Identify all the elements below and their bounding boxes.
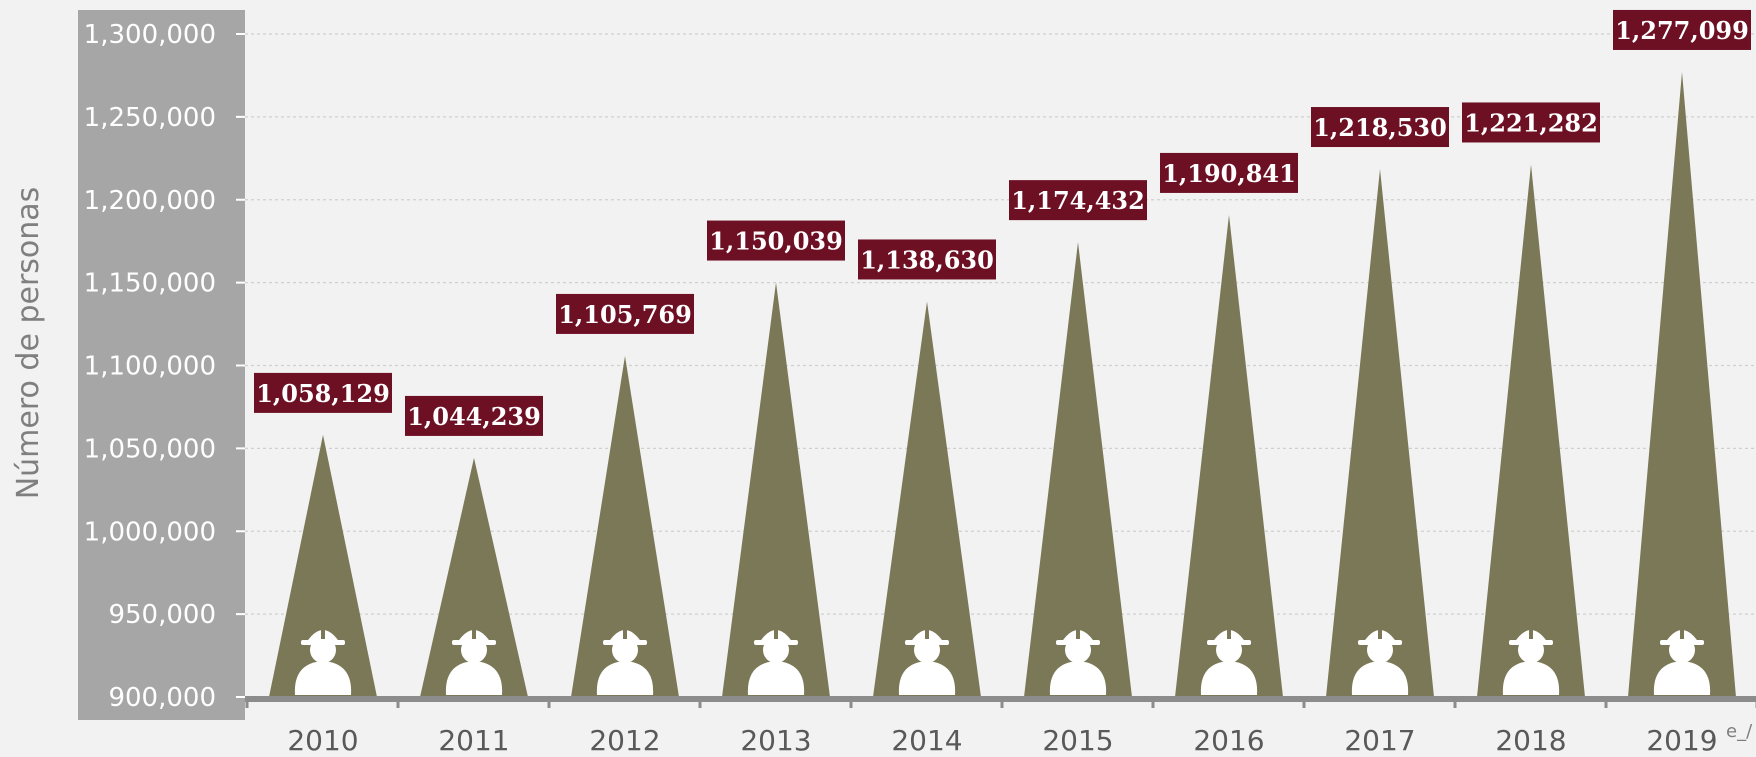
worker-helmet-icon: [747, 621, 805, 695]
data-label-box: [405, 395, 543, 436]
data-label-text: 1,218,530: [1313, 113, 1447, 142]
data-label: 1,105,769: [556, 293, 694, 334]
x-tick-label: 2014: [891, 724, 962, 757]
data-label: 1,190,841: [1160, 152, 1298, 193]
worker-helmet-icon: [1502, 621, 1560, 695]
y-tick-label: 1,200,000: [84, 186, 216, 216]
data-label: 1,058,129: [254, 372, 392, 413]
y-tick-label: 1,050,000: [84, 434, 216, 464]
worker-helmet-icon: [1049, 621, 1107, 695]
bar: [1024, 242, 1132, 697]
worker-helmet-icon: [596, 621, 654, 695]
data-label-box: [858, 239, 996, 280]
y-tick-label: 1,000,000: [84, 517, 216, 547]
worker-helmet-icon: [1653, 621, 1711, 695]
data-label-text: 1,150,039: [709, 227, 843, 256]
y-tick-label: 1,100,000: [84, 352, 216, 382]
bar: [1175, 214, 1283, 698]
data-label-text: 1,105,769: [558, 300, 692, 329]
x-tick-label: 2010: [287, 724, 358, 757]
data-label-box: [707, 220, 845, 261]
x-axis-labels: 2010 2011 2012 2013 2014 2015 2016 2017 2018 2019: [287, 724, 1717, 757]
worker-helmet-icon: [1351, 621, 1409, 695]
data-label-box: [1462, 102, 1600, 143]
data-label-box: [1160, 152, 1298, 193]
bar: [269, 434, 377, 697]
y-tick-label: 1,250,000: [84, 103, 216, 133]
data-label: 1,138,630: [858, 239, 996, 280]
data-label-box: [1613, 9, 1751, 50]
bar: [1477, 164, 1585, 697]
data-label-box: [556, 293, 694, 334]
bars: [269, 71, 1736, 698]
x-tick-label: 2016: [1193, 724, 1264, 757]
x-tick-label: 2019: [1646, 724, 1717, 757]
x-tick-label: 2011: [438, 724, 509, 757]
data-label-text: 1,190,841: [1162, 159, 1296, 188]
bar: [1326, 169, 1434, 698]
data-label: 1,277,099: [1613, 9, 1751, 50]
y-tick-label: 1,300,000: [84, 20, 216, 50]
data-label-box: [1009, 180, 1147, 221]
worker-helmet-icon: [898, 621, 956, 695]
y-axis-band: [78, 10, 245, 720]
data-label: 1,150,039: [707, 220, 845, 261]
x-tick-label: 2017: [1344, 724, 1415, 757]
bar: [722, 282, 830, 697]
data-label: 1,044,239: [405, 395, 543, 436]
data-label: 1,218,530: [1311, 107, 1449, 148]
x-tick-label: 2013: [740, 724, 811, 757]
footnote: e_/: [1726, 721, 1753, 742]
x-axis: [245, 696, 1756, 708]
data-label-box: [254, 372, 392, 413]
data-label-text: 1,221,282: [1464, 108, 1598, 137]
data-label: 1,221,282: [1462, 102, 1600, 143]
y-axis-title: Número de personas: [11, 187, 46, 500]
data-label-text: 1,138,630: [860, 245, 994, 274]
bar: [1628, 71, 1736, 698]
bar: [873, 301, 981, 697]
y-tick-label: 1,150,000: [84, 269, 216, 299]
data-label-box: [1311, 107, 1449, 148]
y-tick-label: 950,000: [108, 600, 216, 630]
data-label-text: 1,277,099: [1615, 16, 1749, 45]
y-axis-ticks: 900,000 950,000 1,000,000 1,050,000 1,100,00…: [84, 20, 245, 713]
data-label-text: 1,058,129: [256, 379, 390, 408]
bar: [571, 355, 679, 697]
data-labels: 1,058,129 1,044,239 1,105,769 1,150,039 1,13…: [254, 9, 1751, 436]
bar: [420, 457, 528, 697]
worker-helmet-icon: [445, 621, 503, 695]
x-tick-label: 2018: [1495, 724, 1566, 757]
y-tick-label: 900,000: [108, 683, 216, 713]
worker-helmet-icon: [294, 621, 352, 695]
data-label-text: 1,174,432: [1011, 186, 1145, 215]
x-tick-label: 2012: [589, 724, 660, 757]
worker-helmet-icon: [1200, 621, 1258, 695]
x-tick-label: 2015: [1042, 724, 1113, 757]
data-label: 1,174,432: [1009, 180, 1147, 221]
data-label-text: 1,044,239: [407, 402, 541, 431]
